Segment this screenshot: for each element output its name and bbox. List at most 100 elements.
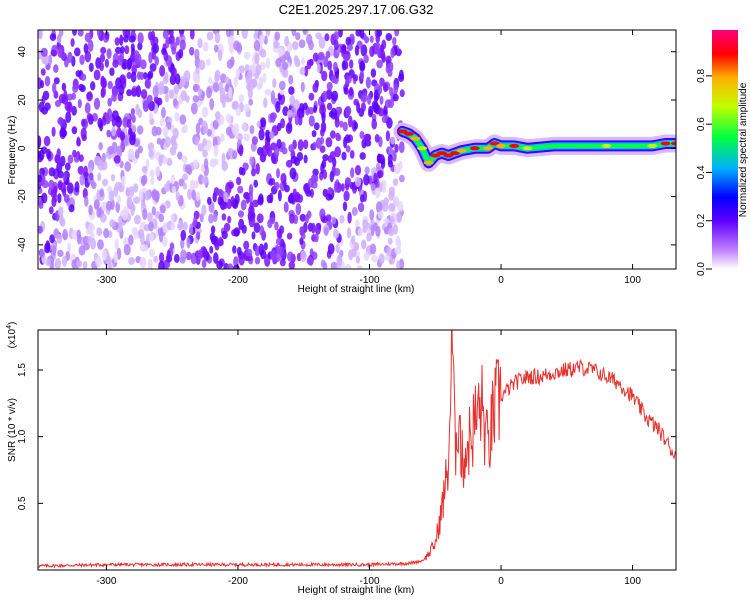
noise-cell — [159, 231, 163, 243]
noise-cell — [170, 213, 175, 222]
noise-cell — [226, 263, 234, 269]
noise-cell — [283, 201, 289, 213]
ridge-point — [522, 146, 533, 151]
noise-cell — [366, 232, 372, 242]
noise-cell — [172, 127, 179, 139]
noise-cell — [338, 30, 343, 38]
ridge-point — [469, 146, 480, 151]
noise-cell — [330, 107, 338, 120]
noise-cell — [373, 172, 378, 184]
colorbar-tick-label: 0.2 — [696, 213, 707, 227]
noise-cell — [62, 228, 68, 241]
noise-cell — [71, 105, 77, 116]
noise-cell — [148, 112, 154, 120]
noise-cell — [323, 262, 328, 269]
noise-cell — [86, 113, 93, 121]
noise-cell — [302, 102, 308, 110]
noise-cell — [148, 221, 154, 232]
x-tick-label: -200 — [228, 576, 248, 587]
noise-cell — [359, 131, 365, 139]
noise-cell — [71, 229, 79, 240]
noise-cell — [91, 181, 97, 190]
colorbar-tick-label: 0.0 — [696, 262, 707, 276]
noise-cell — [209, 98, 215, 111]
noise-cell — [86, 91, 93, 102]
colorbar-tick-label: 0.8 — [696, 68, 707, 82]
noise-cell — [67, 51, 73, 64]
noise-cell — [106, 48, 112, 59]
noise-cell — [83, 165, 88, 177]
noise-cell — [158, 81, 165, 92]
noise-cell — [62, 173, 67, 182]
noise-cell — [124, 161, 132, 172]
noise-cell — [84, 196, 89, 207]
noise-cell — [354, 45, 360, 56]
noise-cell — [293, 99, 300, 110]
noise-cell — [80, 127, 87, 139]
noise-cell — [348, 115, 353, 128]
noise-cell — [59, 30, 64, 37]
noise-cell — [276, 238, 281, 246]
noise-cell — [373, 102, 379, 114]
noise-cell — [355, 255, 361, 264]
noise-cell — [221, 213, 227, 221]
noise-cell — [141, 198, 146, 209]
noise-cell — [104, 58, 109, 68]
noise-cell — [194, 73, 201, 84]
ridge-point — [430, 153, 441, 158]
noise-cell — [377, 211, 384, 219]
noise-cell — [269, 216, 276, 225]
noise-cell — [79, 54, 85, 65]
noise-cell — [193, 180, 199, 189]
ridge-point — [601, 143, 612, 148]
noise-cell — [248, 184, 254, 196]
noise-cell — [379, 95, 384, 105]
noise-cell — [121, 175, 126, 187]
noise-cell — [153, 95, 159, 104]
noise-cell — [109, 67, 115, 76]
snr-y-label: SNR (10 * v/v) — [7, 398, 18, 462]
ridge-point — [404, 131, 414, 136]
noise-cell — [144, 190, 151, 201]
noise-cell — [177, 151, 183, 160]
x-tick-label: -200 — [228, 275, 248, 286]
noise-cell — [323, 227, 329, 236]
noise-cell — [207, 196, 212, 205]
noise-cell — [201, 106, 209, 118]
noise-cell — [82, 261, 88, 269]
noise-cell — [342, 201, 348, 212]
noise-cell — [98, 142, 103, 151]
noise-cell — [126, 118, 132, 129]
noise-cell — [154, 56, 159, 66]
noise-cell — [48, 167, 56, 177]
y-tick-label: 40 — [17, 46, 28, 58]
noise-cell — [212, 213, 218, 223]
noise-cell — [243, 133, 251, 142]
noise-cell — [295, 191, 301, 202]
noise-cell — [386, 246, 392, 256]
noise-cell — [381, 184, 386, 194]
noise-cell — [182, 173, 188, 181]
noise-cell — [166, 249, 171, 262]
noise-cell — [201, 204, 207, 216]
noise-cell — [254, 245, 261, 257]
noise-cell — [369, 45, 375, 58]
noise-cell — [285, 159, 293, 168]
noise-cell — [163, 51, 169, 62]
noise-cell — [189, 46, 195, 56]
noise-cell — [342, 53, 350, 62]
noise-cell — [350, 36, 355, 44]
noise-cell — [171, 185, 177, 194]
noise-cell — [47, 54, 53, 66]
noise-cell — [58, 206, 64, 217]
noise-cell — [387, 237, 393, 245]
noise-cell — [99, 61, 104, 72]
noise-cell — [277, 46, 285, 57]
noise-cell — [277, 189, 282, 202]
noise-cell — [209, 246, 214, 254]
noise-cell — [197, 38, 203, 49]
noise-cell — [177, 223, 184, 231]
noise-cell — [159, 117, 165, 127]
noise-cell — [254, 256, 261, 265]
